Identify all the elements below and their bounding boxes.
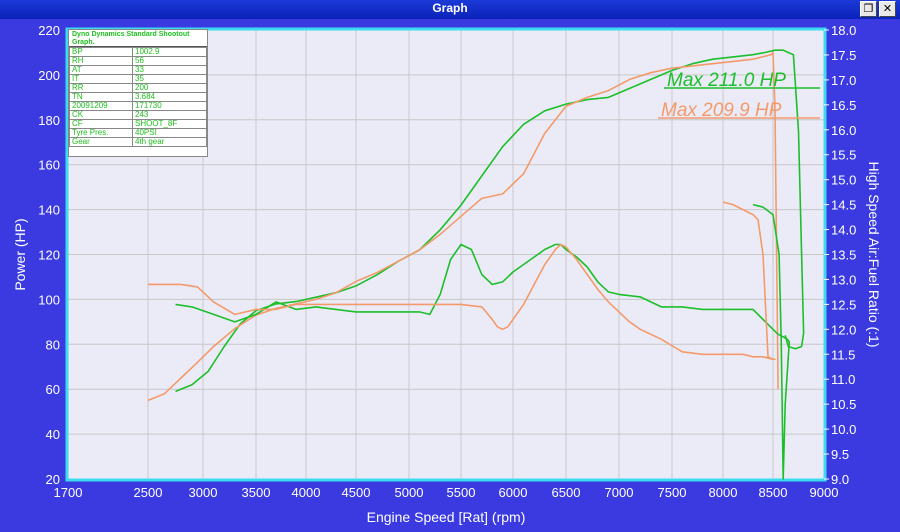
y2-tick-label: 11.5 [831,347,855,362]
close-icon[interactable]: ✕ [879,1,896,17]
info-row: 20091209 171730 [69,101,207,111]
info-row: RR 200 [69,83,207,93]
x-tick-label: 5000 [395,485,424,500]
x-tick-label: 6500 [552,485,581,500]
info-row: Tyre Pres. 40PSI [69,128,207,138]
y2-tick-label: 16.5 [831,98,856,113]
y2-tick-label: 11.0 [831,372,855,387]
y2-tick-label: 17.5 [831,48,856,63]
y-tick-label: 40 [46,427,60,442]
x-tick-label: 4500 [342,485,371,500]
y-tick-label: 60 [46,382,60,397]
x-tick-label: 8500 [759,485,788,500]
y-tick-label: 200 [38,68,60,83]
info-table: BP 1002.9 RH 56 AT 33 IT 35 RR 200 TN 3.684 20091209… [69,47,207,147]
info-value: 3.684 [132,92,207,102]
max-annotation-orange: Max 209.9 HP [661,100,782,121]
y2-tick-label: 9.0 [831,472,849,487]
y-tick-label: 180 [38,113,60,128]
series-line-green-left [175,49,805,393]
x-tick-label: 1700 [54,485,83,500]
info-value: 35 [132,74,207,84]
info-key: CF [69,119,133,129]
y-tick-label: 20 [46,472,60,487]
y-tick-label: 140 [38,203,60,218]
y2-tick-label: 14.5 [831,198,856,213]
y-tick-label: 220 [38,23,60,38]
x-axis-label: Engine Speed [Rat] (rpm) [367,509,526,525]
y-axis-label: Power (HP) [12,218,28,290]
info-row: RH 56 [69,56,207,66]
restore-icon[interactable]: ❐ [860,1,877,17]
info-row: CK 243 [69,110,207,120]
info-row: CF SHOOT_8F [69,119,207,129]
info-box: Dyno Dynamics Standard Shootout Graph. B… [68,29,208,157]
max-annotation-green: Max 211.0 HP [667,70,786,91]
y2-tick-label: 18.0 [831,23,856,38]
x-tick-label: 3500 [242,485,271,500]
title-bar[interactable]: Graph ❐ ✕ [0,0,900,19]
x-tick-label: 5500 [447,485,476,500]
y2-tick-label: 9.5 [831,447,849,462]
y2-tick-label: 16.0 [831,123,856,138]
x-tick-label: 3000 [189,485,218,500]
y-tick-label: 160 [38,158,60,173]
series-line-orange-left [147,51,779,402]
y2-tick-label: 14.0 [831,223,856,238]
info-value: 33 [132,65,207,75]
info-key: Tyre Pres. [69,128,133,138]
info-row: TN 3.684 [69,92,207,102]
info-value: 171730 [132,101,207,111]
x-tick-label: 7500 [658,485,687,500]
y2-tick-label: 15.0 [831,173,856,188]
x-tick-label: 6000 [499,485,528,500]
info-key: BP [69,47,133,57]
y2-tick-label: 17.0 [831,73,856,88]
x-tick-label: 8000 [709,485,738,500]
y2-tick-label: 12.5 [831,297,856,312]
info-value: 1002.9 [132,47,207,57]
info-key: 20091209 [69,101,133,111]
info-value: 243 [132,110,207,120]
info-key: RR [69,83,133,93]
info-row: BP 1002.9 [69,47,207,57]
info-value: SHOOT_8F [132,119,207,129]
y2-tick-label: 10.5 [831,397,856,412]
info-key: Gear [69,137,133,147]
y2-tick-label: 13.0 [831,272,856,287]
x-tick-label: 2500 [134,485,163,500]
info-key: RH [69,56,133,66]
info-row: Gear 4th gear [69,137,207,147]
info-key: CK [69,110,133,120]
info-key: AT [69,65,133,75]
info-value: 40PSI [132,128,207,138]
y2-tick-label: 12.0 [831,322,856,337]
y2-axis-label: High Speed Air:Fuel Ratio (:1) [866,162,882,348]
info-value: 4th gear [132,137,207,147]
y-tick-label: 80 [46,337,60,352]
y2-tick-label: 15.5 [831,148,856,163]
y-tick-label: 120 [38,248,60,263]
series-line-orange-right [148,201,776,361]
info-key: TN [69,92,133,102]
info-key: IT [69,74,133,84]
info-value: 200 [132,83,207,93]
info-row: IT 35 [69,74,207,84]
y2-tick-label: 10.0 [831,422,856,437]
y2-tick-label: 13.5 [831,248,856,263]
info-box-header: Dyno Dynamics Standard Shootout Graph. [69,30,207,47]
x-tick-label: 4000 [292,485,321,500]
y-tick-label: 100 [38,292,60,307]
window-title: Graph [432,1,468,15]
x-tick-label: 9000 [810,485,839,500]
x-tick-label: 7000 [605,485,634,500]
info-row: AT 33 [69,65,207,75]
info-value: 56 [132,56,207,66]
